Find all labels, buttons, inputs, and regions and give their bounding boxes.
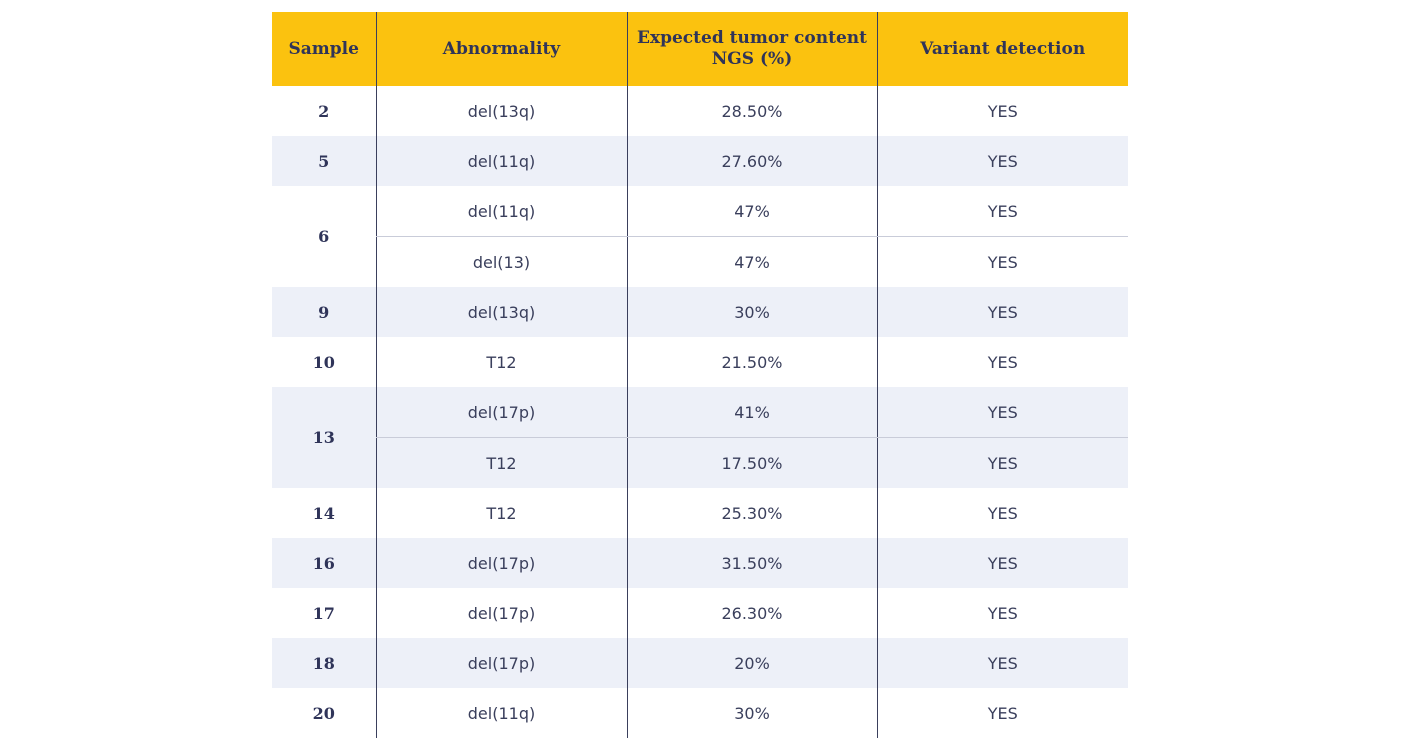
table-row: 6 del(11q) 47% YES — [272, 186, 1128, 246]
tumor-content-cell: 27.60% — [626, 136, 877, 186]
tumor-content-cell: 20% — [626, 638, 877, 688]
table-body: 2 del(13q) 28.50% YES 5 del(11q) 27.60% … — [272, 86, 1128, 738]
abnormality-cell: del(17p) — [375, 387, 627, 438]
header-tumor-line1: Expected tumor content — [637, 28, 867, 48]
sample-cell: 6 — [318, 227, 330, 246]
header-row: Sample Abnormality Expected tumor conten… — [272, 12, 1128, 86]
abnormality-cell: del(13) — [375, 236, 627, 287]
header-tumor-line2: NGS (%) — [711, 49, 793, 69]
tumor-content-cell: 17.50% — [626, 437, 877, 488]
variant-detection-cell: YES — [876, 236, 1128, 287]
variant-detection-cell: YES — [876, 437, 1128, 488]
abnormality-cell: T12 — [375, 337, 627, 387]
sample-cell: 5 — [272, 136, 376, 186]
tumor-content-cell: 21.50% — [626, 337, 877, 387]
abnormality-cell: del(11q) — [375, 136, 627, 186]
table-row: 2 del(13q) 28.50% YES — [272, 86, 1128, 136]
variant-detection-cell: YES — [876, 186, 1128, 237]
tumor-content-cell: 26.30% — [626, 588, 877, 638]
table-row: 5 del(11q) 27.60% YES — [272, 136, 1128, 186]
table-row: 10 T12 21.50% YES — [272, 337, 1128, 387]
abnormality-cell: del(13q) — [375, 86, 627, 136]
table-header: Sample Abnormality Expected tumor conten… — [272, 12, 1128, 86]
table-row: 20 del(11q) 30% YES — [272, 688, 1128, 738]
variant-detection-cell: YES — [876, 387, 1128, 438]
sample-cell: 9 — [272, 287, 376, 337]
variant-detection-cell: YES — [876, 638, 1128, 688]
table-row: 9 del(13q) 30% YES — [272, 287, 1128, 337]
table-row: 16 del(17p) 31.50% YES — [272, 538, 1128, 588]
sample-cell: 13 — [272, 387, 376, 488]
abnormality-cell: del(17p) — [375, 588, 627, 638]
tumor-content-cell: 30% — [626, 688, 877, 738]
table-row: 13 del(17p) 41% YES — [272, 387, 1128, 488]
variant-detection-cell: YES — [876, 287, 1128, 337]
sample-cell: 10 — [312, 352, 335, 372]
table-row: 14 T12 25.30% YES — [272, 488, 1128, 538]
variant-detection-cell: YES — [876, 538, 1128, 588]
tumor-content-cell: 31.50% — [626, 538, 877, 588]
header-abnormality: Abnormality — [375, 12, 627, 86]
abnormality-cell: del(11q) — [375, 186, 627, 237]
abnormality-cell: del(17p) — [375, 638, 627, 688]
abnormality-cell: del(13q) — [375, 287, 627, 337]
tumor-content-cell: 25.30% — [626, 488, 877, 538]
sample-cell: 16 — [272, 538, 376, 588]
abnormality-cell: del(17p) — [375, 538, 627, 588]
sample-cell: 18 — [272, 638, 376, 688]
sample-cell: 20 — [312, 703, 335, 723]
header-tumor-content: Expected tumor content NGS (%) — [626, 12, 877, 86]
results-table-container: Sample Abnormality Expected tumor conten… — [272, 12, 1128, 738]
sample-cell: 2 — [318, 101, 330, 121]
abnormality-cell: T12 — [375, 437, 627, 488]
table-row: 18 del(17p) 20% YES — [272, 638, 1128, 688]
sample-cell: 17 — [312, 603, 335, 623]
table-row: del(13) 47% YES — [272, 236, 1128, 287]
variant-detection-cell: YES — [876, 337, 1128, 387]
tumor-content-cell: 30% — [626, 287, 877, 337]
tumor-content-cell: 47% — [626, 186, 877, 237]
tumor-content-cell: 41% — [626, 387, 877, 438]
variant-detection-cell: YES — [876, 688, 1128, 738]
variant-detection-cell: YES — [876, 588, 1128, 638]
table-row: T12 17.50% YES — [272, 437, 1128, 488]
variant-detection-cell: YES — [876, 136, 1128, 186]
sample-cell: 14 — [312, 503, 335, 523]
abnormality-cell: T12 — [375, 488, 627, 538]
results-table: Sample Abnormality Expected tumor conten… — [272, 12, 1128, 738]
variant-detection-cell: YES — [876, 86, 1128, 136]
header-variant-detection: Variant detection — [876, 12, 1128, 86]
tumor-content-cell: 47% — [626, 236, 877, 287]
table-row: 17 del(17p) 26.30% YES — [272, 588, 1128, 638]
tumor-content-cell: 28.50% — [626, 86, 877, 136]
variant-detection-cell: YES — [876, 488, 1128, 538]
abnormality-cell: del(11q) — [375, 688, 627, 738]
header-sample: Sample — [272, 12, 376, 86]
